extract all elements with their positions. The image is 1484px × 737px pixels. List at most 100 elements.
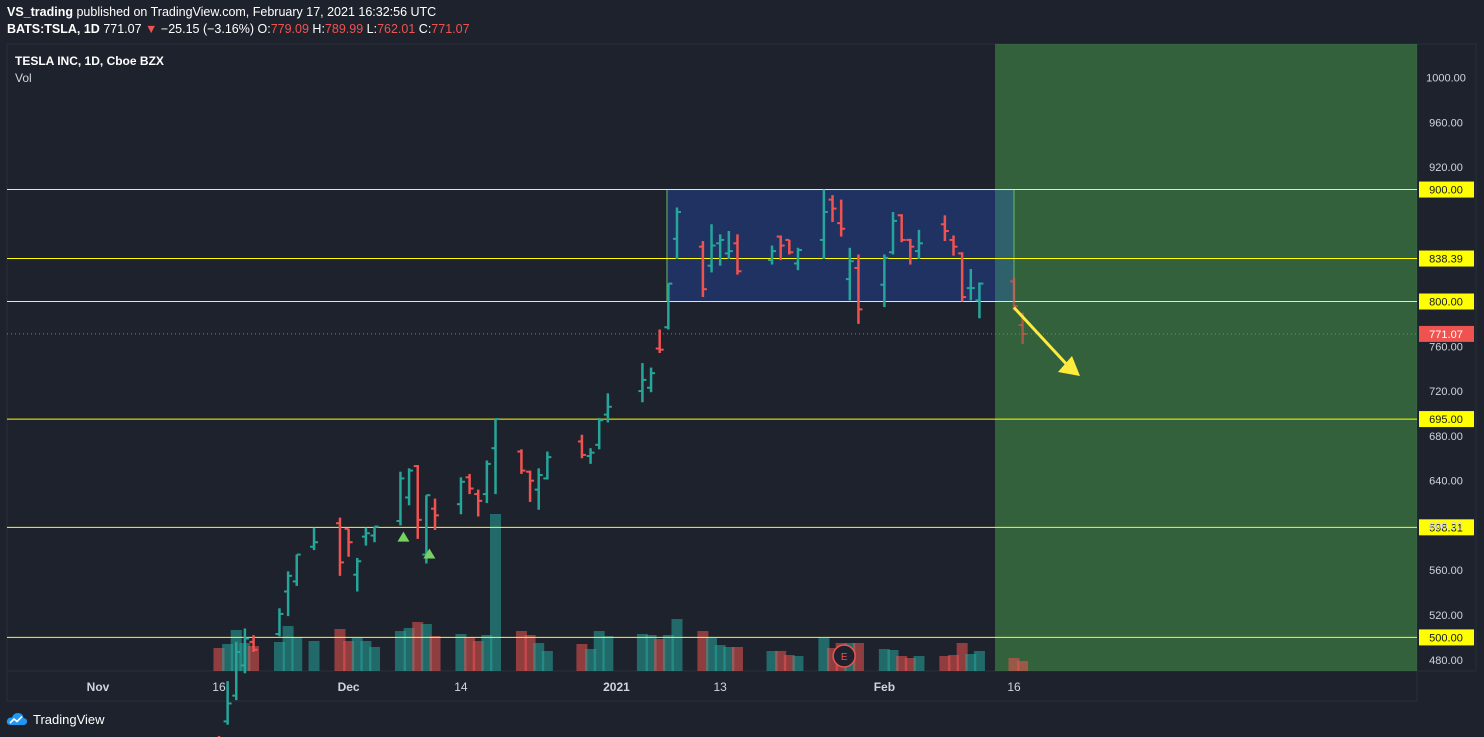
volume-bar: [783, 655, 795, 671]
footer-branding[interactable]: TradingView: [6, 709, 105, 729]
volume-bar: [654, 639, 666, 671]
buy-signal-icon: [397, 531, 410, 542]
open-value: 779.09: [270, 22, 309, 36]
price-axis: [1416, 43, 1477, 672]
volume-bar: [351, 638, 363, 671]
x-tick-label: 2021: [603, 680, 630, 694]
tradingview-cloud-icon: [6, 713, 28, 725]
volume-bar: [585, 649, 597, 671]
volume-bar: [775, 651, 787, 671]
volume-bar: [723, 647, 735, 671]
volume-bar: [792, 656, 804, 671]
volume-bar: [464, 637, 476, 671]
chart-header: VS_trading published on TradingView.com,…: [0, 0, 1484, 42]
volume-bar: [248, 646, 260, 671]
volume-bar: [360, 641, 372, 671]
y-tick-label: 640.00: [1429, 476, 1463, 488]
y-tick-label: 720.00: [1429, 386, 1463, 398]
volume-bar: [524, 635, 536, 671]
symbol-label: BATS:TSLA, 1D: [7, 22, 100, 36]
x-tick-label: Dec: [338, 680, 360, 694]
low-label: L:: [366, 22, 378, 36]
plot-area: [6, 43, 1418, 672]
volume-bar: [369, 647, 381, 671]
volume-bar: [291, 637, 303, 671]
volume-bar: [394, 631, 406, 671]
volume-bar: [878, 649, 890, 671]
y-tick-label: 520.00: [1429, 610, 1463, 622]
volume-bar: [671, 619, 683, 671]
volume-bar: [343, 641, 355, 671]
volume-bar: [896, 656, 908, 671]
volume-bar: [636, 634, 648, 671]
ohlc-line: BATS:TSLA, 1D 771.07 ▼ −25.15 (−3.16%) O…: [7, 22, 470, 36]
volume-bar: [818, 638, 830, 671]
forecast-arrow: [1012, 306, 1072, 370]
volume-bar: [472, 641, 484, 671]
x-tick-label: 14: [454, 680, 468, 694]
level-label-bg: [1419, 411, 1474, 428]
y-tick-label: 560.00: [1429, 565, 1463, 577]
volume-bar: [731, 647, 743, 671]
y-tick-label: 1000.00: [1426, 73, 1466, 85]
low-value: 762.01: [377, 22, 416, 36]
volume-bar: [965, 654, 977, 671]
high-value: 789.99: [324, 22, 364, 36]
volume-bar: [429, 636, 441, 671]
y-tick-label: 920.00: [1429, 162, 1463, 174]
volume-bar: [273, 642, 285, 671]
last-price-label-bg: [1419, 325, 1474, 342]
chart-title: TESLA INC, 1D, Cboe BZX: [15, 54, 164, 68]
time-axis: [6, 670, 1418, 702]
volume-bar: [403, 628, 415, 671]
volume-bar: [1008, 658, 1020, 671]
earnings-icon: [832, 644, 856, 668]
level-label-bg: [1419, 293, 1474, 310]
y-tick-label: 960.00: [1429, 117, 1463, 129]
volume-bar: [766, 651, 778, 671]
y-tick-label: 760.00: [1429, 341, 1463, 353]
volume-bar: [282, 626, 294, 671]
volume-bar: [887, 650, 899, 671]
volume-bar: [222, 644, 234, 671]
author-name[interactable]: VS_trading: [7, 5, 73, 19]
level-label: 838.39: [1429, 254, 1463, 266]
volume-bar: [515, 631, 527, 671]
volume-bar: [455, 634, 467, 671]
close-value: 771.07: [431, 22, 470, 36]
buy-signal-icon: [423, 548, 436, 559]
published-text: published on TradingView.com, February 1…: [76, 5, 437, 19]
volume-bar: [697, 631, 709, 671]
volume-bar: [706, 638, 718, 671]
level-label: 900.00: [1429, 185, 1463, 197]
level-label: 598.31: [1429, 522, 1463, 534]
level-label-bg: [1419, 629, 1474, 646]
volume-label: Vol: [15, 71, 32, 85]
volume-bar: [956, 643, 968, 671]
volume-bar: [213, 648, 225, 671]
y-tick-label: 600.00: [1429, 520, 1463, 532]
high-label: H:: [312, 22, 325, 36]
level-label: 500.00: [1429, 632, 1463, 644]
volume-bar: [948, 655, 960, 671]
x-tick-label: Feb: [874, 680, 895, 694]
x-tick-label: 16: [1007, 680, 1021, 694]
volume-bar: [541, 651, 553, 671]
volume-bar: [913, 656, 925, 671]
y-tick-label: 680.00: [1429, 431, 1463, 443]
volume-bar: [827, 648, 839, 671]
y-tick-label: 480.00: [1429, 655, 1463, 667]
volume-bar: [308, 641, 320, 671]
volume-bar: [852, 643, 864, 671]
level-label-bg: [1419, 181, 1474, 198]
volume-bar: [490, 514, 502, 671]
publish-line: VS_trading published on TradingView.com,…: [7, 5, 436, 19]
close-label: C:: [418, 22, 432, 36]
volume-bar: [593, 631, 605, 671]
volume-bar: [533, 643, 545, 671]
x-tick-label: 16: [212, 680, 226, 694]
volume-bar: [420, 624, 432, 671]
level-label-bg: [1419, 250, 1474, 267]
level-label-bg: [1419, 519, 1474, 536]
